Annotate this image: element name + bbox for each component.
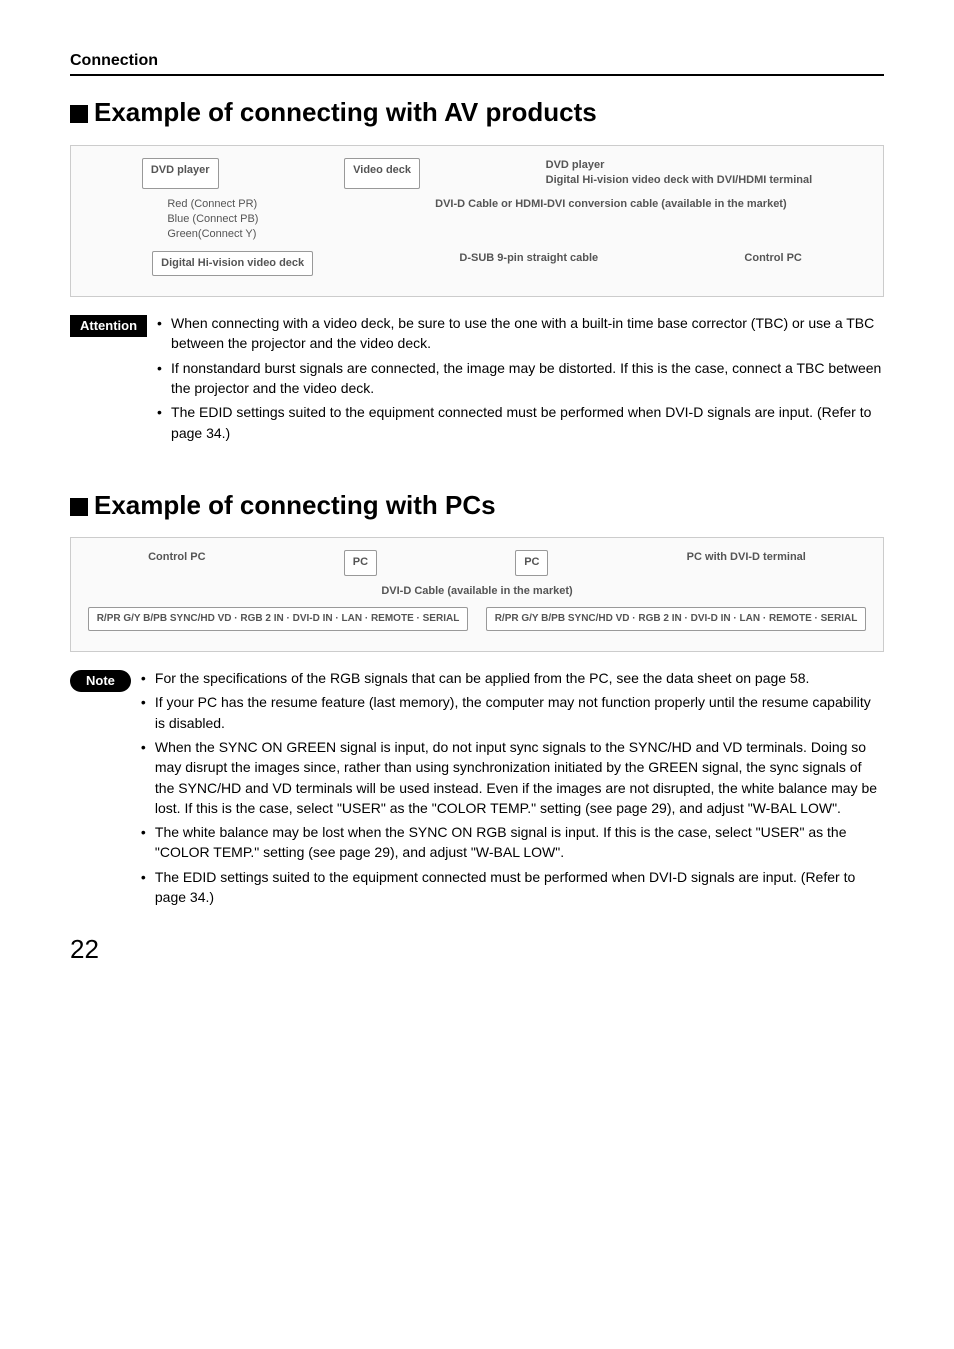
- label-red: Red (Connect PR): [167, 198, 257, 210]
- note-item: For the specifications of the RGB signal…: [141, 668, 884, 688]
- label-green: Green(Connect Y): [167, 228, 256, 240]
- note-badge: Note: [70, 670, 131, 692]
- label-pc-1: PC: [344, 550, 377, 575]
- attention-badge: Attention: [70, 315, 147, 337]
- note-item: If your PC has the resume feature (last …: [141, 692, 884, 733]
- label-dvi-cable-2: DVI-D Cable (available in the market): [381, 584, 572, 599]
- label-dvi-cable: DVI-D Cable or HDMI-DVI conversion cable…: [435, 197, 786, 243]
- label-control-pc: Control PC: [744, 251, 801, 276]
- page-number: 22: [70, 931, 884, 967]
- note-list: For the specifications of the RGB signal…: [141, 668, 884, 911]
- label-digital-deck: Digital Hi-vision video deck: [152, 251, 313, 276]
- label-video-deck: Video deck: [344, 158, 420, 189]
- label-blue: Blue (Connect PB): [167, 213, 258, 225]
- label-dvd-player-2: DVD player: [546, 159, 605, 171]
- label-dsub: D-SUB 9-pin straight cable: [459, 251, 598, 276]
- heading-av: Example of connecting with AV products: [70, 94, 884, 130]
- panel-2: R/PR G/Y B/PB SYNC/HD VD · RGB 2 IN · DV…: [486, 607, 867, 631]
- label-pc-2: PC: [515, 550, 548, 575]
- attention-list: When connecting with a video deck, be su…: [157, 313, 884, 447]
- attention-item: If nonstandard burst signals are connect…: [157, 358, 884, 399]
- label-digital-deck-dvi: Digital Hi-vision video deck with DVI/HD…: [546, 174, 813, 186]
- heading-av-text: Example of connecting with AV products: [94, 97, 597, 127]
- label-pc-dvi: PC with DVI-D terminal: [687, 550, 806, 575]
- divider: [70, 74, 884, 76]
- heading-pc: Example of connecting with PCs: [70, 487, 884, 523]
- label-dvd-player: DVD player: [142, 158, 219, 189]
- label-control-pc-2: Control PC: [148, 550, 205, 575]
- heading-pc-text: Example of connecting with PCs: [94, 490, 496, 520]
- note-item: The white balance may be lost when the S…: [141, 822, 884, 863]
- attention-item: The EDID settings suited to the equipmen…: [157, 402, 884, 443]
- diagram-av: DVD player Video deck DVD player Digital…: [70, 145, 884, 297]
- diagram-pc: Control PC PC PC PC with DVI-D terminal …: [70, 537, 884, 652]
- panel-1: R/PR G/Y B/PB SYNC/HD VD · RGB 2 IN · DV…: [88, 607, 469, 631]
- section-label: Connection: [70, 50, 884, 72]
- attention-item: When connecting with a video deck, be su…: [157, 313, 884, 354]
- note-item: When the SYNC ON GREEN signal is input, …: [141, 737, 884, 818]
- note-item: The EDID settings suited to the equipmen…: [141, 867, 884, 908]
